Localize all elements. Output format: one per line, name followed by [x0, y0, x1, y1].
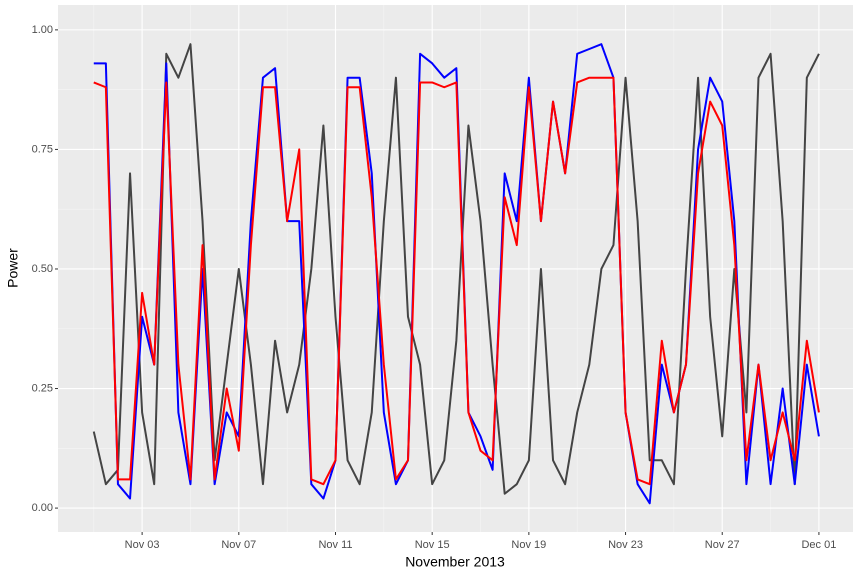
series-line: [93, 76, 820, 486]
y-tick-label: 0.50: [32, 263, 53, 275]
y-tick-label: 0.25: [32, 382, 53, 394]
x-tick-label: Nov 11: [318, 539, 352, 551]
x-tick-label: Nov 07: [221, 539, 256, 551]
x-axis-title: November 2013: [405, 554, 505, 570]
x-tick-label: Nov 27: [705, 539, 740, 551]
series-line: [93, 43, 820, 505]
y-tick-label: 0.75: [32, 143, 53, 155]
y-tick-label: 1.00: [32, 24, 53, 36]
y-tick-label: 0.00: [32, 502, 53, 514]
x-tick-label: Nov 15: [415, 539, 450, 551]
y-axis-title: Power: [5, 248, 21, 288]
x-tick-label: Nov 19: [511, 539, 546, 551]
x-tick-label: Nov 23: [608, 539, 643, 551]
x-tick-label: Dec 01: [801, 539, 836, 551]
x-tick-label: Nov 03: [125, 539, 160, 551]
